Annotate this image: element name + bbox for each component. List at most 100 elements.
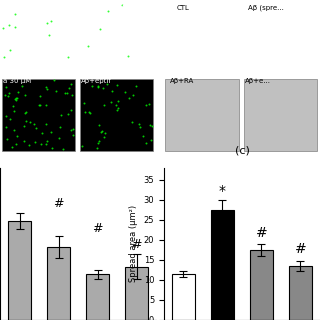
Point [101,102,107,108]
Point [36,102,41,107]
Point [14,97,19,102]
Bar [244,156,317,227]
Point [56,135,61,140]
Point [1,54,6,59]
Point [52,77,57,83]
Text: CTL: CTL [176,4,189,11]
Point [127,96,132,101]
Point [15,134,20,139]
Point [82,110,87,115]
Text: #: # [256,226,267,240]
Point [4,84,9,89]
Bar [244,79,317,151]
Point [3,125,8,130]
Bar [2,79,75,151]
Point [137,121,142,126]
Text: Aβ+e...: Aβ+e... [245,78,271,84]
Point [5,93,10,99]
Text: #: # [295,242,306,256]
Point [70,126,75,132]
Point [148,137,154,142]
Point [23,118,28,123]
Point [7,22,12,27]
Point [148,123,153,128]
Point [7,91,12,96]
Point [105,8,110,13]
Point [22,110,28,115]
Point [114,82,119,87]
Point [65,90,70,95]
Text: #: # [53,197,64,210]
Text: Aβ+RA: Aβ+RA [170,78,194,84]
Point [38,94,43,99]
Point [15,96,20,101]
Bar [211,210,234,320]
Point [5,137,10,142]
Point [4,114,9,119]
Point [1,25,6,30]
Point [28,120,33,125]
Point [149,123,155,128]
Text: a 30 μM: a 30 μM [3,78,31,84]
Point [102,134,107,140]
Point [21,139,27,144]
Point [131,92,136,97]
Point [43,84,48,90]
Point [11,103,16,108]
Point [12,109,17,114]
Point [109,88,114,93]
Point [69,108,74,113]
Point [114,102,119,108]
Point [144,140,149,145]
Point [48,129,53,134]
Point [143,102,148,108]
Bar [250,250,273,320]
Point [115,105,120,110]
Point [32,139,37,144]
Point [65,55,70,60]
Point [24,109,29,114]
Bar [80,79,153,151]
Point [99,129,104,134]
Point [9,145,14,150]
Point [70,133,75,138]
Point [119,2,124,7]
Point [126,53,131,59]
Point [85,43,91,48]
Bar [172,274,195,320]
Point [98,26,103,31]
Text: Aβ+eptif: Aβ+eptif [81,78,112,84]
Point [105,81,110,86]
Text: (c): (c) [235,145,249,156]
Point [89,84,94,89]
Point [99,130,104,135]
Point [94,146,100,151]
Point [57,124,62,129]
Point [21,124,27,129]
Point [44,21,49,26]
Point [14,96,19,101]
Point [146,101,151,107]
Point [59,112,64,117]
Point [37,102,43,107]
Point [87,111,92,116]
Text: Aβ (spre...: Aβ (spre... [248,4,284,11]
Point [12,25,17,30]
Point [33,125,38,130]
Text: *: * [219,184,226,198]
Point [44,102,49,108]
Point [129,120,134,125]
Text: #: # [131,238,142,252]
Point [108,99,114,104]
Point [67,86,72,91]
Bar [165,156,239,227]
Point [68,82,73,87]
Point [27,142,32,148]
Point [2,93,7,98]
Point [69,128,74,133]
Point [133,84,139,89]
Bar [80,156,153,227]
Point [96,122,101,127]
Point [103,131,108,136]
Bar [47,247,70,320]
